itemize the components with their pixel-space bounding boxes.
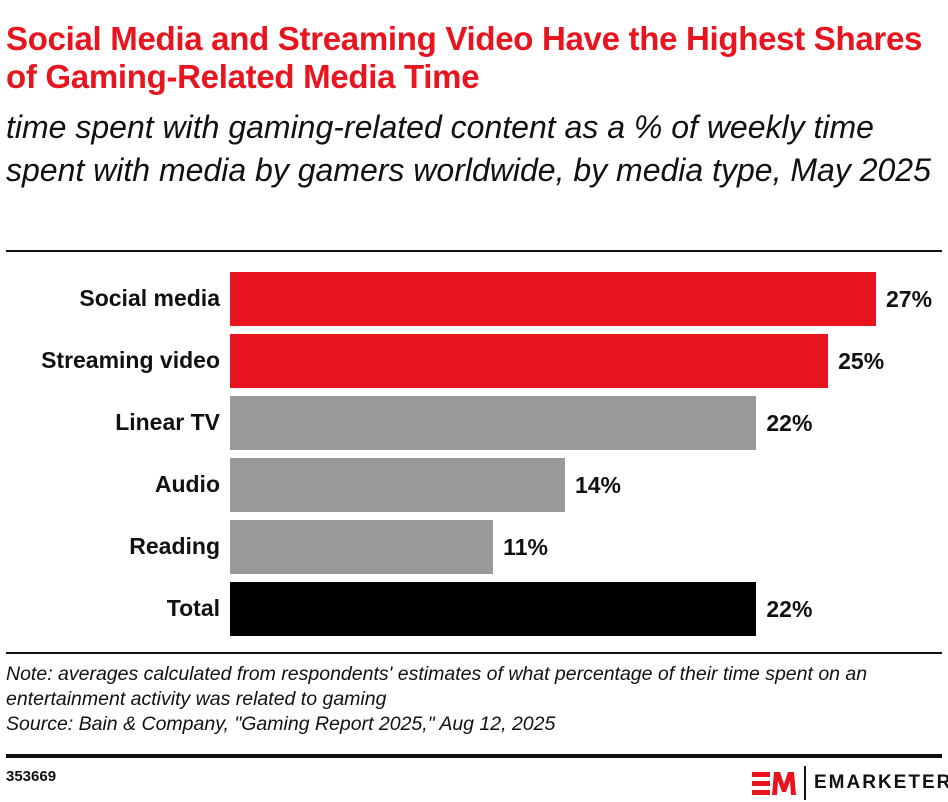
data-label: 25% (838, 348, 885, 374)
category-label: Total (166, 595, 220, 621)
source-text: Source: Bain & Company, "Gaming Report 2… (6, 713, 556, 735)
chart-title: Social Media and Streaming Video Have th… (6, 20, 923, 95)
category-label: Reading (129, 533, 220, 559)
data-label: 22% (766, 410, 813, 436)
bar (230, 334, 829, 388)
data-label: 14% (574, 472, 621, 498)
bar (230, 520, 494, 574)
bar (230, 458, 565, 512)
data-label: 11% (503, 534, 548, 560)
data-label: 22% (766, 596, 813, 622)
brand-name: EMARKETER (814, 772, 948, 793)
footer-divider (6, 754, 942, 758)
note-text: Note: averages calculated from responden… (6, 663, 868, 710)
bar (230, 582, 757, 636)
category-label: Linear TV (115, 409, 220, 435)
em-logo-icon (752, 772, 796, 795)
chart-id: 353669 (6, 768, 57, 785)
chart-notes: Note: averages calculated from responden… (6, 662, 942, 737)
chart-subtitle: time spent with gaming-related content a… (6, 109, 931, 188)
data-label: 27% (886, 286, 933, 312)
category-label: Social media (79, 285, 220, 311)
emarketer-logo: EMARKETER (752, 766, 948, 800)
top-divider (6, 250, 942, 252)
logo-divider (804, 766, 806, 800)
note-divider (6, 652, 942, 654)
bar (230, 272, 876, 326)
category-label: Audio (154, 471, 220, 497)
category-label: Streaming video (41, 347, 220, 373)
bar (230, 396, 757, 450)
